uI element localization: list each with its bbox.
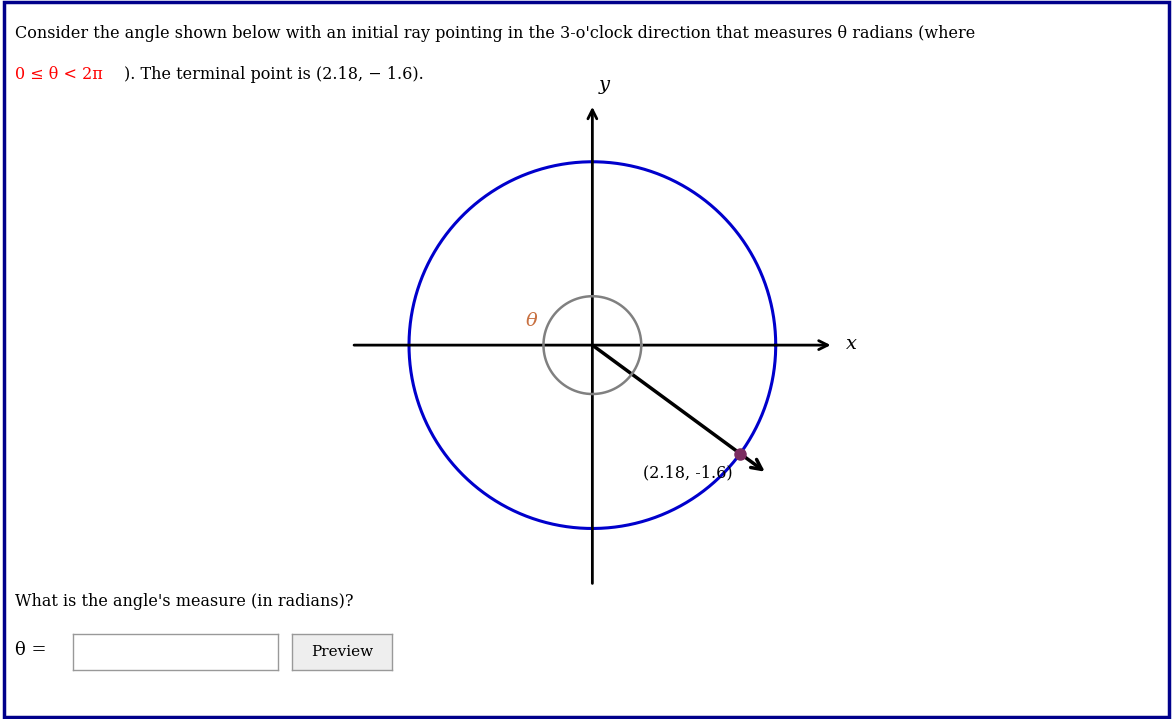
Text: 0 ≤ θ < 2π: 0 ≤ θ < 2π <box>15 66 103 83</box>
Text: (2.18, -1.6): (2.18, -1.6) <box>643 464 732 481</box>
Text: ). The terminal point is (2.18, − 1.6).: ). The terminal point is (2.18, − 1.6). <box>124 66 425 83</box>
Text: Consider the angle shown below with an initial ray pointing in the 3-o'clock dir: Consider the angle shown below with an i… <box>15 25 976 42</box>
Text: y: y <box>599 75 610 94</box>
Text: What is the angle's measure (in radians)?: What is the angle's measure (in radians)… <box>15 593 354 610</box>
Text: x: x <box>846 335 856 353</box>
Text: θ: θ <box>526 311 537 330</box>
Text: θ =: θ = <box>15 641 47 659</box>
Text: Preview: Preview <box>311 645 373 659</box>
